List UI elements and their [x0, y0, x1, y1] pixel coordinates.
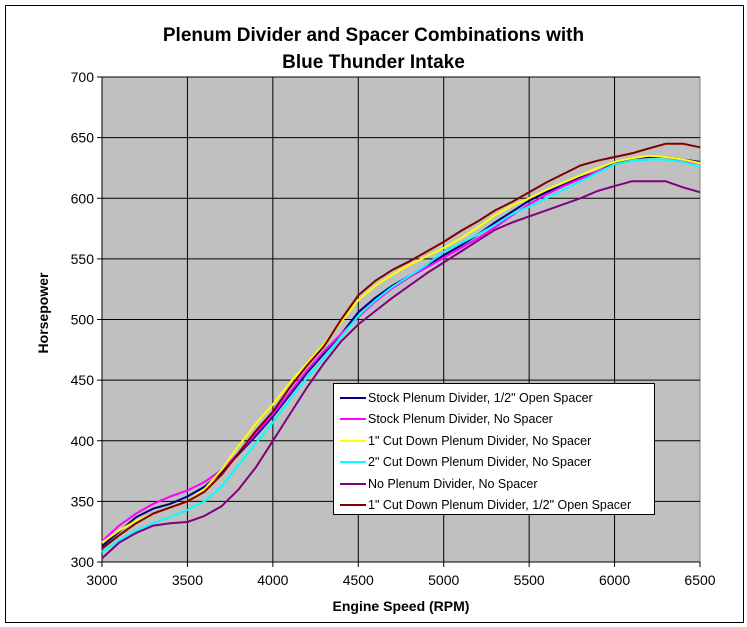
legend-swatch — [340, 396, 366, 399]
legend-item: Stock Plenum Divider, 1/2" Open Spacer — [340, 387, 654, 409]
chart-title-line-2: Blue Thunder Intake — [282, 52, 465, 73]
legend-swatch — [340, 461, 366, 464]
x-tick-label: 4000 — [257, 572, 288, 588]
x-tick-label: 5000 — [428, 572, 459, 588]
y-tick-label: 700 — [71, 69, 95, 85]
legend-item: No Plenum Divider, No Spacer — [340, 473, 654, 495]
y-axis-label: Horsepower — [35, 272, 51, 354]
y-tick-label: 400 — [71, 433, 95, 449]
x-tick-label: 4500 — [343, 572, 374, 588]
series-line-3 — [101, 154, 701, 544]
legend-swatch — [340, 439, 366, 442]
x-tick-label: 6000 — [599, 572, 630, 588]
legend-swatch — [340, 504, 366, 507]
y-tick-label: 600 — [71, 190, 95, 206]
legend-item: 2" Cut Down Plenum Divider, No Spacer — [340, 452, 654, 474]
x-tick-label: 3500 — [172, 572, 203, 588]
legend-item: 1" Cut Down Plenum Divider, 1/2" Open Sp… — [340, 495, 654, 517]
x-tick-label: 5500 — [514, 572, 545, 588]
legend-label: Stock Plenum Divider, 1/2" Open Spacer — [368, 390, 593, 405]
legend-label: Stock Plenum Divider, No Spacer — [368, 412, 553, 427]
legend-label: No Plenum Divider, No Spacer — [368, 476, 538, 491]
y-tick-label: 500 — [71, 312, 95, 328]
y-tick-label: 650 — [71, 130, 95, 146]
y-tick-label: 550 — [71, 251, 95, 267]
legend-label: 2" Cut Down Plenum Divider, No Spacer — [368, 455, 592, 470]
y-tick-label: 450 — [71, 372, 95, 388]
series-line-4 — [101, 158, 701, 554]
legend-label: 1" Cut Down Plenum Divider, No Spacer — [368, 433, 592, 448]
legend-item: Stock Plenum Divider, No Spacer — [340, 409, 654, 431]
series-line-5 — [101, 180, 701, 560]
legend-label: 1" Cut Down Plenum Divider, 1/2" Open Sp… — [368, 498, 632, 513]
legend-item: 1" Cut Down Plenum Divider, No Spacer — [340, 430, 654, 452]
legend-swatch — [340, 418, 366, 421]
chart-title-line-1: Plenum Divider and Spacer Combinations w… — [162, 25, 585, 46]
y-tick-label: 350 — [71, 493, 95, 509]
y-tick-label: 300 — [71, 554, 95, 570]
x-axis-label: Engine Speed (RPM) — [332, 598, 470, 614]
chart-title: Plenum Divider and Spacer Combinations w… — [0, 22, 747, 76]
series-line-6 — [101, 142, 701, 550]
x-tick-label: 6500 — [684, 572, 715, 588]
legend-swatch — [340, 482, 366, 485]
legend: Stock Plenum Divider, 1/2" Open Spacer St… — [333, 383, 655, 515]
x-tick-label: 3000 — [86, 572, 117, 588]
